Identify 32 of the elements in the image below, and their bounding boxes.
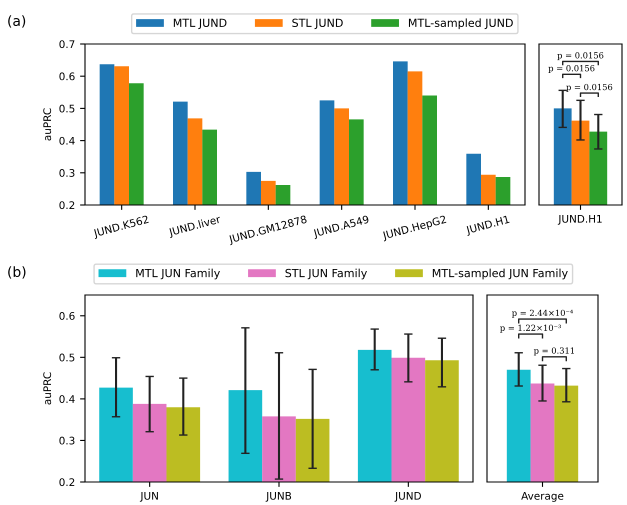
y-axis-title: auPRC (43, 372, 52, 405)
y-tick-label: 0.6 (59, 312, 75, 320)
chart-title: (b) (8, 266, 26, 279)
x-tick-label: JUN (140, 492, 158, 502)
x-tick-label: Average (521, 492, 564, 502)
annotation: p = 1.22×10⁻³ (500, 324, 561, 333)
annotation: p = 2.44×10⁻⁴ (512, 310, 573, 318)
legend-label: MTL-sampled JUND (408, 18, 513, 30)
annotation: p = 0.0156 (557, 52, 604, 60)
legend-label: STL JUND (292, 18, 343, 30)
annotation: p = 0.311 (534, 347, 574, 356)
y-tick-label: 0.3 (59, 169, 74, 177)
annotation: p = 0.0156 (566, 84, 612, 92)
y-axis-title: auPRC (43, 108, 52, 141)
legend-label: MTL JUND (174, 18, 226, 30)
y-tick-label: 0.6 (59, 72, 75, 80)
y-tick-label: 0.2 (59, 478, 74, 486)
annotation: p = 0.0156 (548, 65, 594, 73)
x-tick-label: JUND.H1 (558, 215, 602, 225)
y-tick-label: 0.4 (59, 136, 75, 145)
y-tick-label: 0.7 (59, 40, 74, 48)
y-tick-label: 0.2 (59, 201, 74, 210)
legend-label: STL JUN Family (285, 268, 367, 280)
chart-title: (a) (8, 15, 26, 28)
x-tick-label: JUNB (266, 492, 292, 502)
y-tick-label: 0.5 (59, 104, 74, 113)
y-tick-label: 0.4 (59, 395, 75, 403)
x-tick-label: JUND (394, 492, 421, 502)
y-tick-label: 0.3 (59, 436, 74, 445)
legend-label: MTL-sampled JUN Family (432, 268, 568, 280)
y-tick-label: 0.5 (59, 354, 74, 362)
legend-label: MTL JUN Family (136, 268, 220, 280)
